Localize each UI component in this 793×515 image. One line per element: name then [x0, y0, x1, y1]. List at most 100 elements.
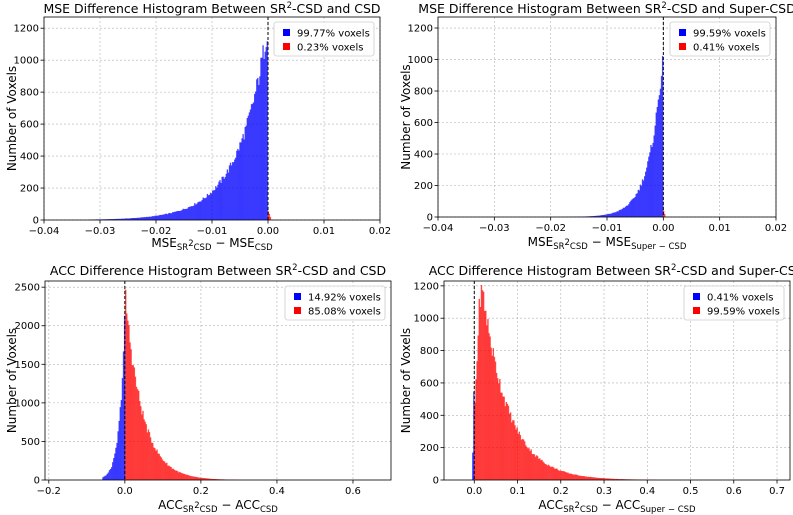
histogram-bar [203, 478, 206, 480]
histogram-bar [159, 214, 161, 220]
histogram-bar [144, 217, 147, 220]
histogram-bar [140, 217, 142, 220]
histogram-bar [149, 437, 152, 480]
histogram-bar [544, 464, 546, 480]
histogram-bar [108, 470, 111, 480]
histogram-bar [202, 197, 204, 220]
y-axis-label: Number of Voxels [399, 328, 413, 433]
histogram-bar [122, 351, 125, 480]
histogram-bar [511, 422, 513, 480]
legend: 0.41% voxels 99.59% voxels [683, 285, 785, 321]
chart-panel-2: −0.04 −0.03 −0.02 −0.01 0.00 0.01 0.02 0 200 400 6… [399, 1, 793, 252]
histogram-bar [148, 432, 151, 480]
histogram-bar [265, 47, 267, 220]
histogram-bar [159, 456, 161, 480]
histogram-bar [157, 453, 159, 480]
histogram-bar [248, 112, 251, 220]
histogram-bar [570, 473, 572, 480]
histogram-bar [202, 477, 205, 480]
histogram-bar [553, 467, 555, 480]
histogram-bar [597, 477, 599, 480]
histogram-bar [590, 216, 592, 217]
y-tick-label: 0 [33, 216, 39, 227]
legend-swatch-red [294, 307, 301, 314]
x-tick-label: −0.03 [85, 226, 116, 237]
histogram-bar [252, 102, 255, 220]
histogram-bar [130, 349, 132, 480]
histogram-bar [146, 216, 149, 220]
histogram-bar [114, 453, 116, 480]
histogram-bar [482, 291, 485, 480]
histogram-bar [249, 109, 252, 220]
histogram-bar [649, 152, 651, 217]
x-tick-label: 0.02 [369, 226, 391, 237]
x-tick-label: −0.2 [37, 486, 61, 497]
histogram-bar [545, 464, 548, 480]
legend-box [683, 285, 785, 321]
histogram-bar [225, 173, 227, 220]
x-tick-label: 0.6 [345, 486, 361, 497]
histogram-bar [235, 157, 237, 220]
histogram-bar [189, 475, 192, 480]
histogram-bar [139, 217, 141, 220]
histogram-bar [645, 171, 647, 217]
histogram-bar [598, 477, 600, 480]
histogram-bar [237, 148, 239, 220]
histogram-bar [114, 218, 116, 220]
histogram-bar [125, 218, 128, 220]
histogram-bar [129, 342, 131, 480]
histogram-bar [640, 185, 643, 217]
histogram-bar [138, 217, 140, 220]
histogram-bar [525, 445, 527, 480]
histogram-bar [587, 476, 590, 480]
y-tick-label: 1000 [15, 398, 40, 409]
histogram-bar [188, 206, 191, 220]
histogram-bar [518, 431, 520, 480]
histogram-bar [172, 468, 174, 480]
x-axis-label: ACCSR2CSD − ACCSuper − CSD [538, 498, 696, 515]
histogram-bar [188, 475, 191, 480]
histogram-bar [558, 470, 560, 480]
y-tick-label: 1000 [14, 56, 39, 67]
legend-label: 0.23% voxels [297, 43, 363, 54]
histogram-bar [162, 460, 165, 480]
histogram-bar [208, 478, 210, 480]
histogram-bar [596, 477, 598, 480]
histogram-bar [112, 219, 114, 220]
histogram-bar [207, 478, 209, 480]
histogram-bar [610, 213, 612, 217]
histogram-bar [262, 45, 264, 221]
histogram-bar [118, 218, 120, 220]
histogram-bar [578, 475, 580, 480]
histogram-bar [162, 214, 164, 220]
x-tick-label: −0.03 [479, 223, 510, 234]
histogram-bar [498, 383, 500, 480]
histogram-bar [173, 469, 176, 480]
histogram-bar [594, 477, 596, 480]
histogram-bar [208, 194, 211, 220]
histogram-bar [519, 435, 522, 480]
histogram-bar [206, 193, 209, 220]
histogram-bar [155, 215, 157, 220]
histogram-bar [583, 476, 585, 480]
histogram-bar [150, 442, 153, 480]
histogram-bar [604, 478, 606, 480]
histogram-bar [653, 135, 655, 217]
histogram-bar [592, 477, 594, 480]
legend-swatch-red [283, 43, 290, 50]
histogram-bars [561, 55, 666, 217]
histogram-bar [175, 470, 178, 480]
legend: 14.92% voxels 85.08% voxels [284, 285, 386, 321]
x-tick-label: 0.6 [726, 486, 742, 497]
y-tick-label: 1200 [414, 281, 439, 292]
histogram-bar [210, 193, 213, 220]
histogram-bar [546, 465, 549, 480]
histogram-bar [228, 165, 231, 220]
histogram-bar [559, 470, 562, 480]
histogram-bar [267, 211, 269, 220]
histogram-bar [176, 471, 179, 480]
histogram-bar [621, 208, 624, 217]
histogram-bar [121, 378, 124, 480]
histogram-bar [621, 479, 623, 480]
y-tick-label: 2500 [15, 283, 40, 294]
